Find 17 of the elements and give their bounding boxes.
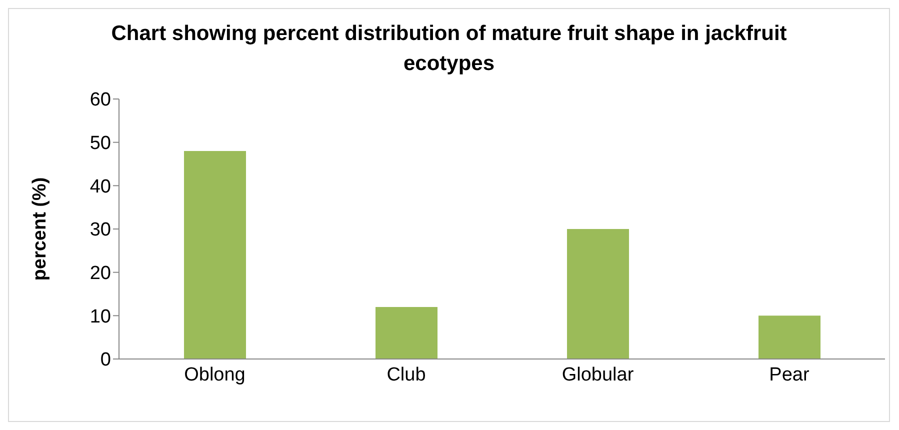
x-tick-label: Oblong: [184, 364, 246, 386]
y-axis-title: percent (%): [30, 177, 51, 281]
x-tick-label: Club: [386, 364, 426, 386]
x-tick-label: Pear: [769, 364, 810, 386]
bar: [376, 307, 438, 359]
y-tick-label: 10: [90, 306, 111, 328]
y-tick-label: 40: [90, 176, 111, 198]
bar: [184, 151, 246, 359]
bar: [567, 229, 629, 359]
chart-title: Chart showing percent distribution of mature fruit shape in jackfruit ecotypes: [110, 21, 788, 77]
y-tick-label: 20: [90, 263, 111, 284]
y-tick-label: 30: [90, 220, 111, 241]
x-tick-label: Globular: [562, 364, 634, 386]
y-tick-label: 0: [100, 350, 111, 371]
bar: [758, 316, 820, 359]
y-tick-label: 60: [90, 90, 111, 111]
y-tick-label: 50: [90, 133, 111, 154]
